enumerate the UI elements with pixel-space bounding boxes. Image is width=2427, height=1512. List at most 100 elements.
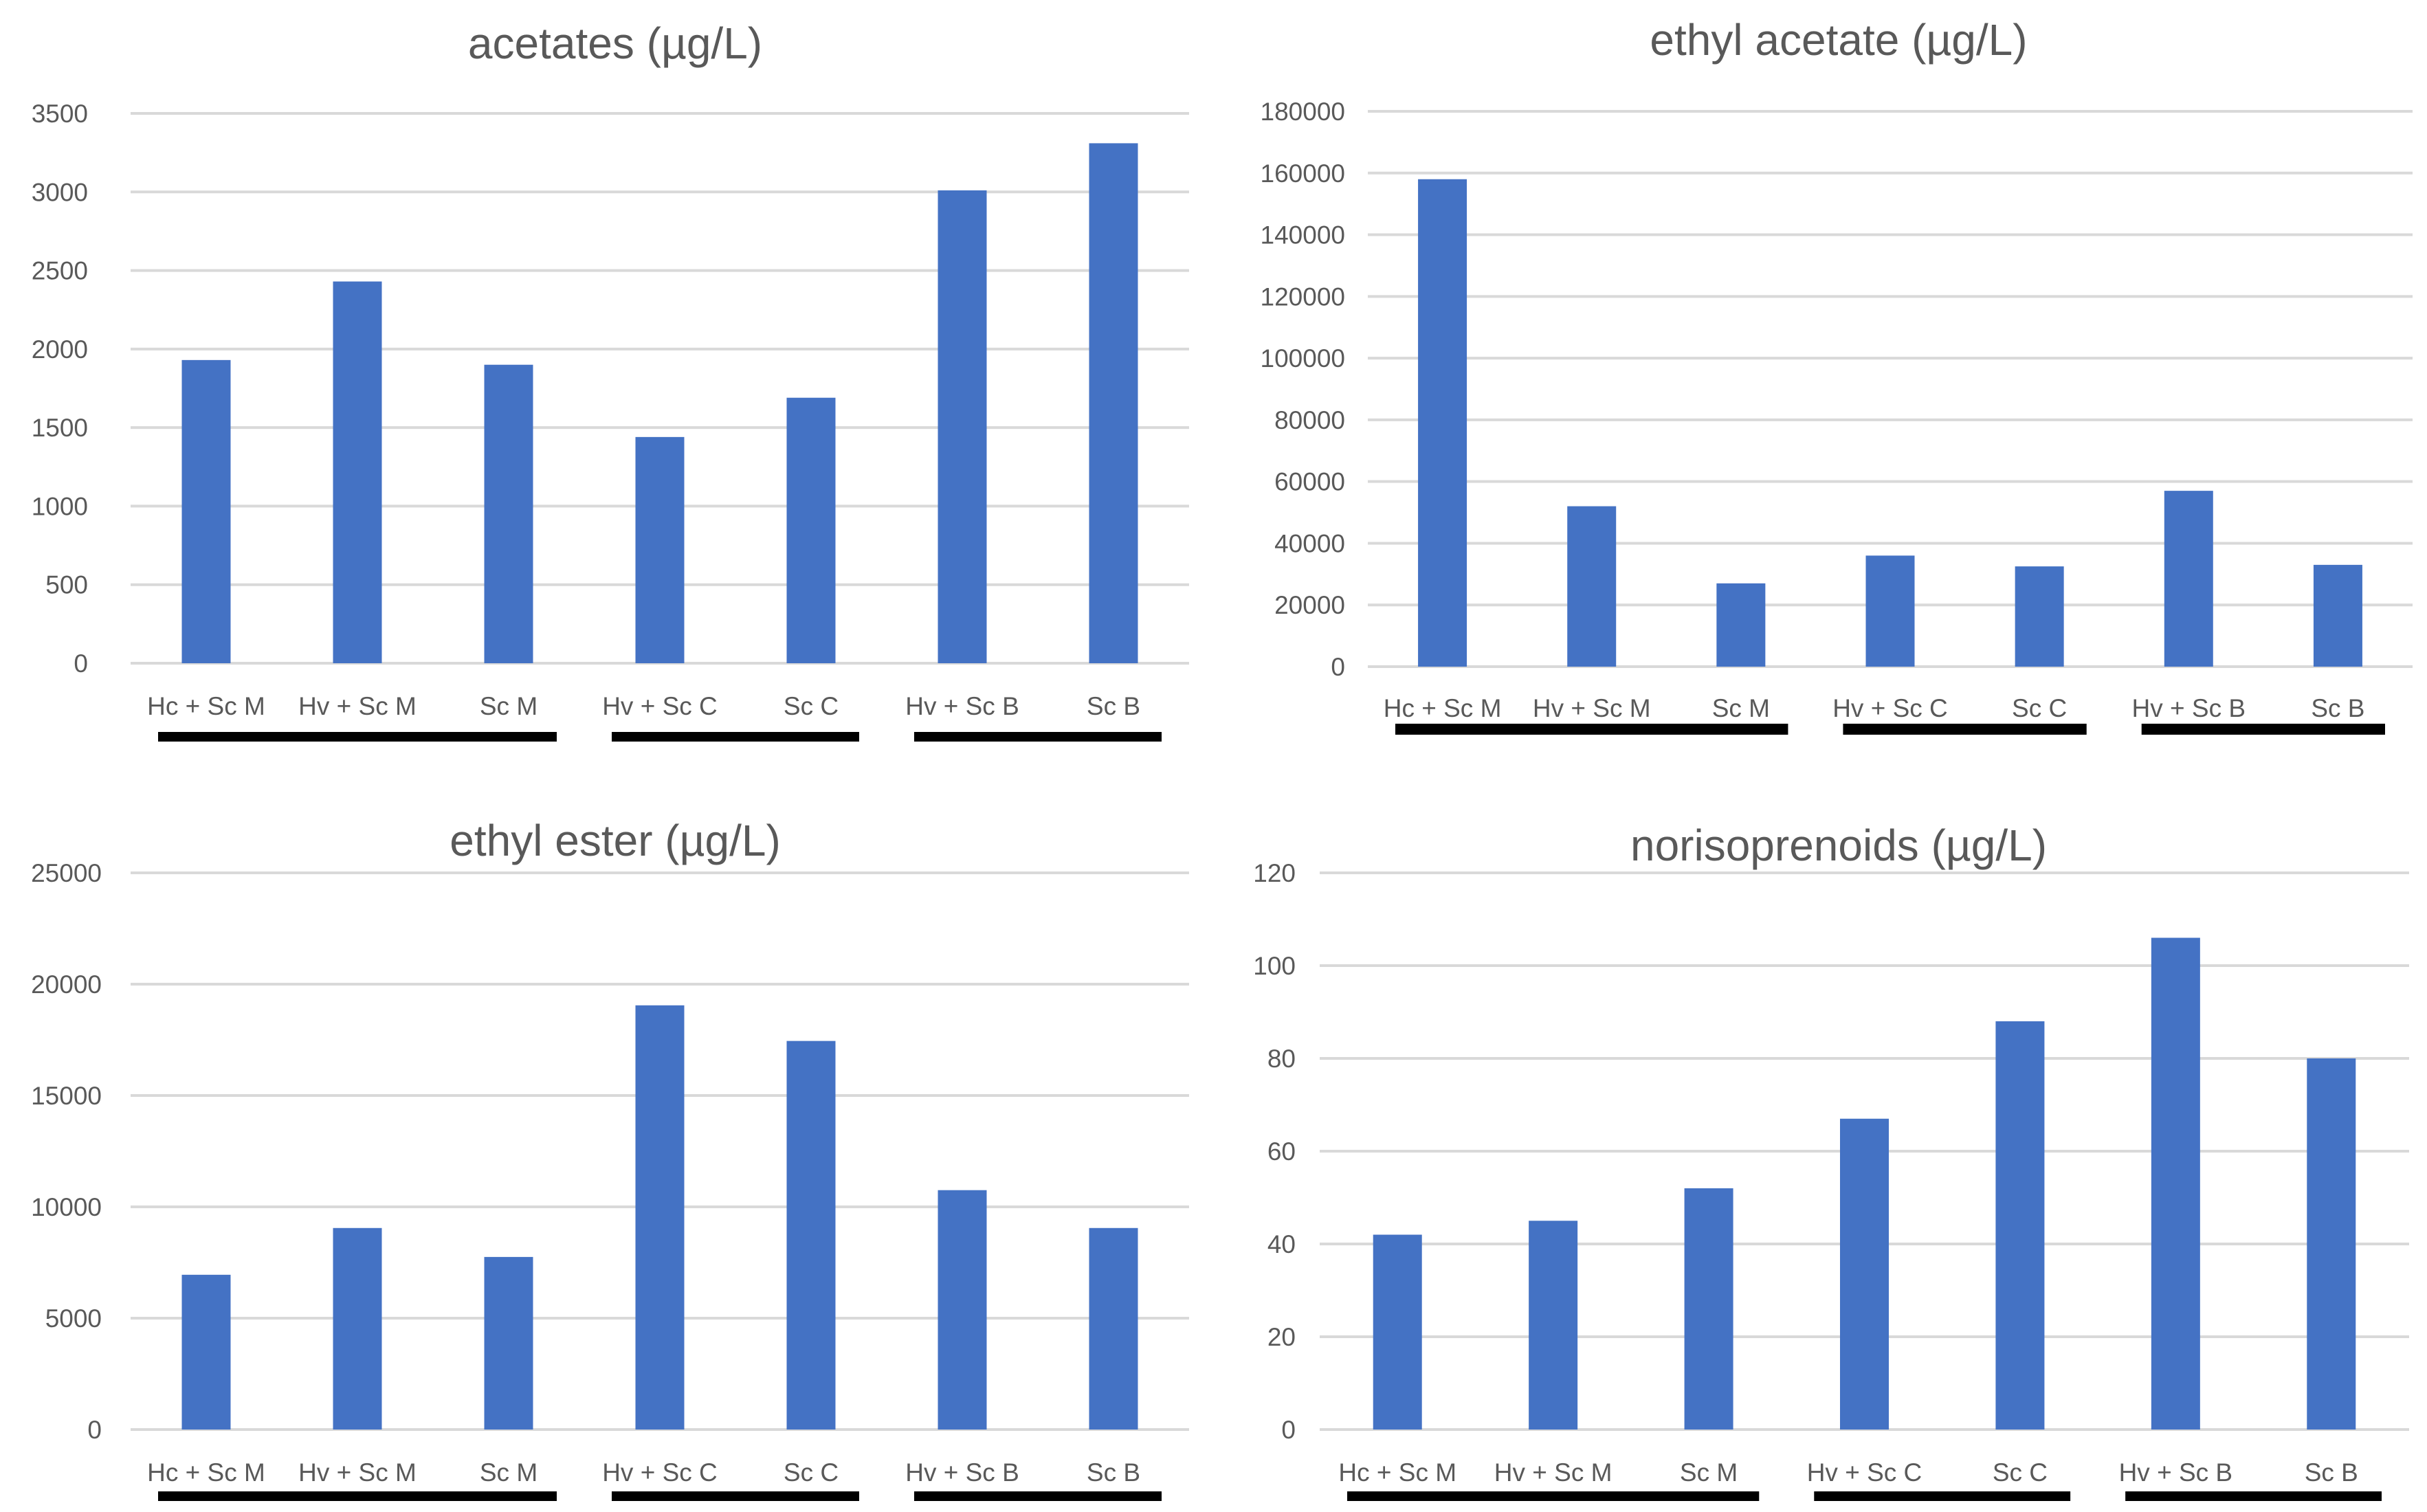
y-tick-label: 40 [1267, 1230, 1296, 1258]
x-tick-label: Sc B [2311, 694, 2364, 722]
bar-sc-m [484, 1256, 533, 1430]
group-underline-hv-sc-c-to-sc-c [612, 732, 859, 742]
chart-title: norisoprenoids (µg/L) [1630, 821, 2047, 870]
chart-ethyl-acetate: ethyl acetate (µg/L) 0 20000 40000 60000 800… [1261, 15, 2413, 735]
x-tick-label: Hc + Sc M [1384, 694, 1502, 722]
x-tick-label: Sc B [1087, 1458, 1140, 1487]
x-tick-label: Sc B [2305, 1458, 2358, 1487]
bar-hv-sc-b [2151, 937, 2200, 1430]
y-tick-label: 80000 [1274, 406, 1345, 434]
bar-sc-c [786, 1041, 836, 1430]
x-tick-label: Sc C [1993, 1458, 2048, 1487]
y-tick-label: 0 [1281, 1416, 1296, 1444]
bar-sc-b [2307, 1058, 2356, 1430]
chart-title: ethyl ester (µg/L) [450, 816, 781, 865]
x-tick-label: Hv + Sc M [298, 692, 417, 720]
chart-title: acetates (µg/L) [468, 19, 762, 68]
y-tick-label: 0 [87, 1416, 102, 1444]
x-tick-label: Sc C [2012, 694, 2067, 722]
x-tick-label: Sc M [480, 692, 538, 720]
bar-sc-m [1716, 583, 1766, 667]
x-tick-label: Sc B [1087, 692, 1140, 720]
y-tick-label: 160000 [1261, 159, 1345, 188]
y-tick-label: 15000 [31, 1082, 102, 1110]
y-tick-label: 2500 [32, 257, 88, 285]
group-underline-hv-sc-b-to-sc-b [914, 732, 1162, 742]
y-tick-label: 1500 [32, 414, 88, 442]
y-tick-label: 20 [1267, 1323, 1296, 1351]
chart-acetates: acetates (µg/L) 0 500 1000 1500 2000 2500 3000… [32, 19, 1189, 742]
bar-hc-sc-m [181, 1274, 231, 1430]
x-tick-label: Hv + Sc B [2132, 694, 2246, 722]
group-underline-hv-sc-c-to-sc-c [1843, 724, 2087, 735]
y-tick-label: 40000 [1274, 529, 1345, 557]
x-tick-label: Sc M [1712, 694, 1770, 722]
x-tick-label: Hc + Sc M [147, 1458, 265, 1487]
y-tick-label: 10000 [31, 1193, 102, 1221]
y-tick-label: 0 [1331, 653, 1345, 681]
x-tick-label: Hv + Sc C [1807, 1458, 1922, 1487]
group-underline-hc-sc-m-to-sc-m [1395, 724, 1788, 735]
y-tick-label: 5000 [45, 1304, 102, 1333]
x-tick-label: Hv + Sc B [2119, 1458, 2233, 1487]
x-tick-label: Sc C [784, 692, 839, 720]
bar-hv-sc-m [1529, 1221, 1578, 1430]
bar-sc-c [1995, 1021, 2045, 1430]
group-underline-hc-sc-m-to-sc-m [158, 732, 557, 742]
y-tick-label: 25000 [31, 859, 102, 887]
y-tick-label: 500 [45, 571, 88, 599]
y-tick-label: 2000 [32, 335, 88, 364]
y-tick-label: 60000 [1274, 468, 1345, 496]
group-underline-hv-sc-c-to-sc-c [1814, 1491, 2071, 1501]
x-tick-label: Hc + Sc M [147, 692, 265, 720]
x-tick-label: Hv + Sc M [1494, 1458, 1613, 1487]
x-tick-label: Hv + Sc B [905, 692, 1019, 720]
y-tick-label: 20000 [31, 970, 102, 999]
x-tick-label: Hc + Sc M [1338, 1458, 1456, 1487]
y-tick-label: 80 [1267, 1045, 1296, 1073]
group-underline-hv-sc-b-to-sc-b [2141, 724, 2385, 735]
bar-hv-sc-c [1865, 555, 1915, 667]
group-underline-hv-sc-b-to-sc-b [914, 1491, 1162, 1501]
y-tick-label: 20000 [1274, 591, 1345, 619]
bar-hc-sc-m [181, 359, 231, 663]
bar-sc-m [1684, 1188, 1733, 1430]
x-tick-label: Sc C [784, 1458, 839, 1487]
bar-hv-sc-c [1840, 1118, 1889, 1430]
x-tick-label: Sc M [1680, 1458, 1738, 1487]
bar-sc-b [2313, 564, 2362, 667]
group-underline-hv-sc-c-to-sc-c [612, 1491, 859, 1501]
group-underline-hc-sc-m-to-sc-m [1347, 1491, 1760, 1501]
bar-sc-c [2015, 566, 2064, 667]
bar-hc-sc-m [1373, 1234, 1422, 1430]
x-tick-label: Hv + Sc M [1533, 694, 1651, 722]
y-tick-label: 120 [1253, 859, 1296, 887]
bar-hv-sc-b [2164, 491, 2213, 667]
x-tick-label: Hv + Sc C [1832, 694, 1948, 722]
bar-hv-sc-m [1567, 506, 1617, 667]
x-tick-label: Hv + Sc B [905, 1458, 1019, 1487]
bar-hv-sc-b [938, 1190, 987, 1430]
y-tick-label: 100000 [1261, 344, 1345, 373]
bar-hv-sc-c [635, 1005, 685, 1430]
bar-hv-sc-c [635, 436, 685, 663]
x-tick-label: Hv + Sc C [602, 692, 718, 720]
y-tick-label: 100 [1253, 952, 1296, 980]
y-tick-label: 3500 [32, 100, 88, 128]
y-tick-label: 0 [74, 649, 88, 678]
x-tick-label: Hv + Sc M [298, 1458, 417, 1487]
bar-sc-c [786, 397, 836, 663]
chart-norisoprenoids: norisoprenoids (µg/L) 0 20 40 60 80 100 120 Hc … [1253, 821, 2409, 1501]
bar-hv-sc-m [333, 1227, 382, 1430]
bar-sc-b [1089, 143, 1138, 663]
x-tick-label: Hv + Sc C [602, 1458, 718, 1487]
y-tick-label: 1000 [32, 492, 88, 520]
bar-hc-sc-m [1418, 179, 1467, 667]
chart-ethyl-ester: ethyl ester (µg/L) 0 5000 10000 15000 20000 2… [31, 816, 1189, 1501]
chart-title: ethyl acetate (µg/L) [1650, 15, 2027, 65]
bar-hv-sc-m [333, 281, 382, 664]
bar-sc-m [484, 364, 533, 663]
y-tick-label: 120000 [1261, 282, 1345, 311]
x-tick-label: Sc M [480, 1458, 538, 1487]
